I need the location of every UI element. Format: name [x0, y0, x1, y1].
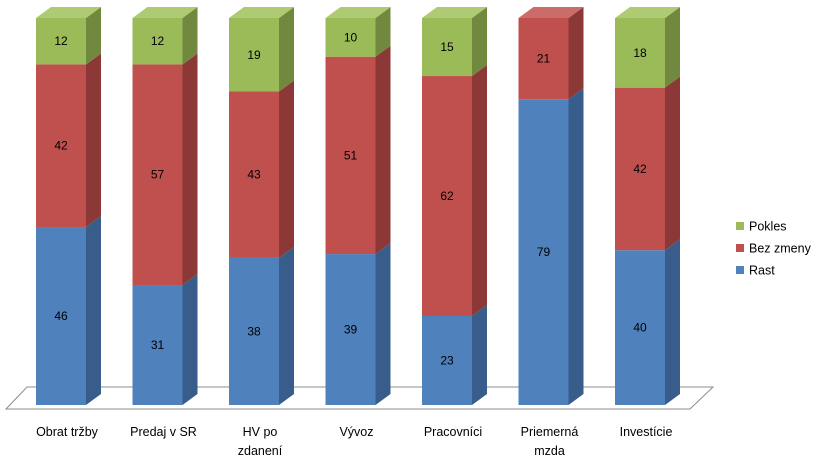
bar-segment-pokles: [422, 18, 472, 77]
data-label: 31: [151, 338, 165, 352]
bar-group: [132, 7, 198, 405]
bar-segment-side: [568, 7, 584, 100]
bar-segment-side: [472, 304, 487, 405]
bar-segment-side: [279, 80, 294, 258]
bar-segment-side: [472, 7, 487, 77]
bar-segment-rast: [422, 315, 472, 405]
legend-label: Bez zmeny: [749, 242, 812, 256]
bar-segment-pokles: [229, 18, 279, 92]
bar-top-face: [132, 7, 198, 18]
bar-top-face: [229, 7, 294, 18]
bar-segment-pokles: [36, 18, 86, 65]
bar-segment-pokles: [615, 18, 665, 88]
bar-segment-pokles: [325, 18, 376, 57]
bar-segment-side: [665, 239, 680, 405]
legend-swatch: [736, 266, 744, 274]
data-label: 15: [440, 40, 454, 54]
bar-segment-side: [375, 243, 391, 405]
bars: [36, 7, 680, 406]
data-label: 40: [633, 321, 647, 335]
bar-group: [229, 7, 294, 405]
legend-entry: Bez zmeny: [736, 242, 812, 256]
data-label: 21: [537, 52, 551, 66]
bar-segment-side: [665, 7, 680, 88]
data-label: 39: [344, 323, 358, 337]
data-label: 19: [247, 48, 261, 62]
legend: Pokles Bez zmeny Rast: [736, 220, 812, 278]
bar-group: [36, 7, 101, 405]
bar-top-face: [36, 7, 101, 18]
bar-segment-rast: [36, 226, 86, 405]
bar-segment-bez-zmeny: [132, 64, 183, 286]
bar-segment-side: [86, 7, 101, 65]
bar-segment-side: [375, 7, 391, 57]
category-tick-label: Obrat tržby: [36, 425, 99, 439]
bar-segment-rast: [518, 99, 569, 406]
category-tick-label: zdanení: [238, 444, 283, 458]
data-label: 51: [344, 148, 358, 162]
category-axis-labels: Obrat tržby Predaj v SR HV po zdanení Vývoz P…: [36, 425, 672, 458]
bar-segment-rast: [229, 257, 279, 405]
bar-top-face: [422, 7, 487, 18]
bar-segment-bez-zmeny: [615, 87, 665, 251]
legend-label: Pokles: [749, 220, 787, 234]
data-label: 12: [54, 34, 68, 48]
bar-segment-side: [86, 53, 101, 227]
bar-group: [615, 7, 680, 405]
bar-segment-side: [665, 76, 680, 251]
bar-segment-side: [182, 53, 198, 286]
bar-segment-side: [375, 45, 391, 255]
legend-label: Rast: [749, 264, 775, 278]
category-tick-label: Vývoz: [339, 425, 373, 439]
data-label: 42: [633, 162, 647, 176]
bar-segment-bez-zmeny: [422, 76, 472, 316]
bar-group: [422, 7, 487, 405]
data-label: 18: [633, 46, 647, 60]
bar-segment-side: [182, 7, 198, 65]
data-label: 38: [247, 324, 261, 338]
bar-segment-rast: [615, 250, 665, 405]
bar-segment-bez-zmeny: [229, 91, 279, 258]
bar-segment-side: [472, 65, 487, 316]
bar-top-face: [325, 7, 391, 18]
data-label: 79: [537, 245, 551, 259]
data-label: 46: [54, 309, 68, 323]
data-label: 23: [440, 353, 454, 367]
bar-segment-pokles: [132, 18, 183, 65]
bar-segment-bez-zmeny: [325, 56, 376, 255]
data-label: 42: [54, 139, 68, 153]
bar-segment-bez-zmeny: [36, 64, 86, 227]
category-tick-label: Pracovníci: [424, 425, 482, 439]
bar-segment-side: [568, 88, 584, 406]
data-label: 62: [440, 189, 454, 203]
bar-top-face: [518, 7, 584, 18]
bar-segment-rast: [325, 254, 376, 405]
category-tick-label: Investície: [620, 425, 673, 439]
category-tick-label: Predaj v SR: [130, 425, 197, 439]
legend-swatch: [736, 244, 744, 252]
category-tick-label: mzda: [534, 444, 565, 458]
data-label: 10: [344, 30, 358, 44]
bar-top-face: [615, 7, 680, 18]
data-label: 12: [151, 34, 165, 48]
bar-segment-side: [279, 7, 294, 92]
bar-segment-bez-zmeny: [518, 18, 569, 100]
legend-entry: Pokles: [736, 220, 787, 234]
bar-segment-rast: [132, 285, 183, 405]
data-label: 43: [247, 168, 261, 182]
data-label: 57: [151, 168, 165, 182]
bar-segment-side: [279, 246, 294, 405]
category-tick-label: Priemerná: [521, 425, 579, 439]
legend-entry: Rast: [736, 264, 775, 278]
legend-swatch: [736, 222, 744, 230]
bar-group: [325, 7, 391, 405]
bar-group: [518, 7, 584, 406]
bar-segment-side: [86, 215, 101, 405]
data-labels: 46 42 12 31 57 12 38 43 19 39 51 10 23 62 15 79 21 40 42 18: [54, 30, 647, 367]
bar-segment-side: [182, 274, 198, 405]
category-tick-label: HV po: [243, 425, 278, 439]
